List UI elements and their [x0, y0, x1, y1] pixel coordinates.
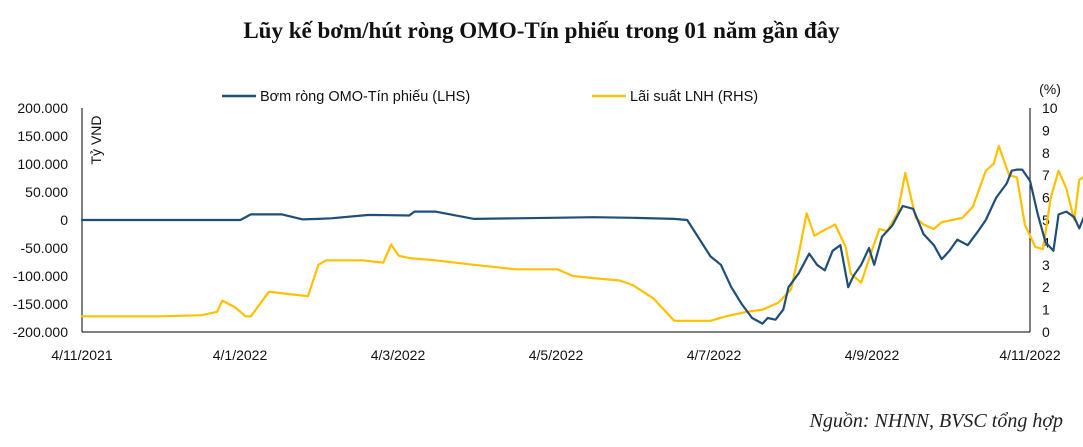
- right-tick-label: 6: [1042, 190, 1050, 206]
- source-note: Nguồn: NHNN, BVSC tổng hợp: [809, 410, 1063, 432]
- x-tick-label: 4/9/2022: [845, 347, 900, 363]
- x-tick-label: 4/7/2022: [687, 347, 742, 363]
- right-axis-label: (%): [1039, 81, 1061, 97]
- x-tick-label: 4/1/2022: [213, 347, 268, 363]
- right-tick-label: 3: [1042, 257, 1050, 273]
- legend-label: Bơm ròng OMO-Tín phiếu (LHS): [260, 89, 470, 105]
- left-tick-label: 100.000: [17, 156, 68, 172]
- x-tick-label: 4/11/2022: [999, 347, 1060, 363]
- right-tick-label: 9: [1042, 122, 1050, 138]
- left-tick-label: -150.000: [13, 296, 68, 312]
- right-tick-label: 7: [1042, 167, 1050, 183]
- left-tick-label: 200.000: [17, 100, 68, 116]
- lhs-series-line: [80, 168, 1083, 325]
- left-tick-label: 0: [60, 212, 68, 228]
- right-tick-label: 5: [1042, 212, 1050, 228]
- left-tick-label: 50.000: [25, 184, 68, 200]
- legend-label: Lãi suất LNH (RHS): [630, 89, 758, 105]
- right-tick-label: 8: [1042, 145, 1050, 161]
- x-tick-label: 4/5/2022: [529, 347, 584, 363]
- legend: Bơm ròng OMO-Tín phiếu (LHS) Lãi suất LNH…: [222, 89, 758, 105]
- left-tick-label: -200.000: [13, 324, 68, 340]
- chart-title: Lũy kế bơm/hút ròng OMO-Tín phiếu trong …: [243, 18, 840, 43]
- left-tick-label: -50.000: [21, 240, 69, 256]
- left-tick-label: 150.000: [17, 128, 68, 144]
- right-tick-label: 2: [1042, 279, 1050, 295]
- right-tick-label: 0: [1042, 324, 1050, 340]
- left-axis-label: Tỷ VND: [88, 116, 104, 165]
- left-axis-ticks: 200.000 150.000 100.000 50.000 0 -50.000 -100.…: [13, 100, 68, 340]
- right-tick-label: 1: [1042, 302, 1050, 318]
- left-tick-label: -100.000: [13, 268, 68, 284]
- rhs-series-line: [80, 145, 1083, 322]
- series-layer: [80, 145, 1083, 325]
- x-axis-ticks: 4/11/2021 4/1/2022 4/3/2022 4/5/2022 4/7/202…: [51, 347, 1060, 363]
- x-tick-label: 4/3/2022: [371, 347, 426, 363]
- right-tick-label: 10: [1042, 100, 1058, 116]
- x-tick-label: 4/11/2021: [51, 347, 112, 363]
